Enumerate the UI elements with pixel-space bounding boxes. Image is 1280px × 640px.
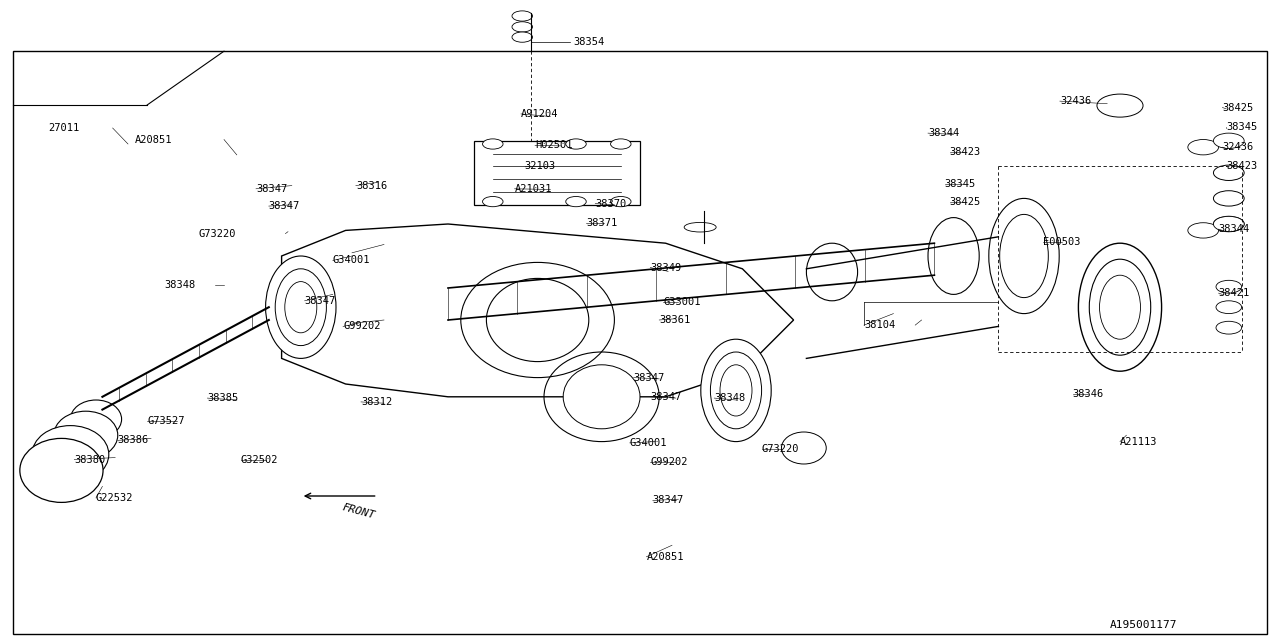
Circle shape [1213,191,1244,206]
Circle shape [1213,133,1244,148]
Text: G33001: G33001 [663,297,700,307]
Ellipse shape [1000,214,1048,298]
Circle shape [1097,94,1143,117]
Ellipse shape [710,352,762,429]
Text: G34001: G34001 [630,438,667,448]
Text: 38347: 38347 [653,495,684,506]
Text: A21113: A21113 [1120,436,1157,447]
Text: G99202: G99202 [343,321,380,332]
Ellipse shape [719,365,753,416]
Ellipse shape [781,432,827,464]
Text: 38423: 38423 [1226,161,1257,172]
Text: G73220: G73220 [198,228,236,239]
Text: 38347: 38347 [634,372,664,383]
Circle shape [1213,216,1244,232]
Circle shape [512,32,532,42]
Text: G34001: G34001 [333,255,370,266]
Text: 32436: 32436 [1222,142,1253,152]
Text: 38312: 38312 [361,397,392,407]
Text: 38354: 38354 [573,36,604,47]
Ellipse shape [685,223,717,232]
Circle shape [512,11,532,21]
Text: 38423: 38423 [950,147,980,157]
Text: E00503: E00503 [1043,237,1080,247]
Text: 38347: 38347 [269,201,300,211]
Text: H02501: H02501 [535,140,572,150]
Circle shape [512,22,532,32]
Text: 38349: 38349 [650,262,681,273]
Text: 32103: 32103 [525,161,556,172]
Circle shape [483,139,503,149]
Ellipse shape [563,365,640,429]
Text: 38386: 38386 [118,435,148,445]
Ellipse shape [701,339,771,442]
Text: A20851: A20851 [646,552,684,562]
Ellipse shape [806,243,858,301]
Text: 38421: 38421 [1219,288,1249,298]
Text: G32502: G32502 [241,454,278,465]
Ellipse shape [1100,275,1140,339]
Ellipse shape [19,438,102,502]
Text: FRONT: FRONT [340,502,376,521]
Polygon shape [282,224,794,397]
Circle shape [1188,223,1219,238]
Text: 38346: 38346 [1073,388,1103,399]
Text: 38371: 38371 [586,218,617,228]
Ellipse shape [70,400,122,438]
Text: 38385: 38385 [207,393,238,403]
Text: 38104: 38104 [864,320,895,330]
Ellipse shape [1079,243,1162,371]
Circle shape [1188,140,1219,155]
Text: 38316: 38316 [356,180,387,191]
Text: 38380: 38380 [74,454,105,465]
Text: A21031: A21031 [515,184,552,194]
Text: 27011: 27011 [49,123,79,133]
Ellipse shape [32,426,109,483]
Circle shape [1216,321,1242,334]
Circle shape [611,196,631,207]
Ellipse shape [486,278,589,362]
Circle shape [566,139,586,149]
Ellipse shape [54,412,118,460]
Circle shape [483,196,503,207]
Text: A20851: A20851 [134,134,172,145]
Text: 32436: 32436 [1060,96,1091,106]
Ellipse shape [266,256,335,358]
Ellipse shape [284,282,316,333]
Text: 38361: 38361 [659,315,690,325]
Text: 38425: 38425 [1222,102,1253,113]
Text: G99202: G99202 [650,457,687,467]
Ellipse shape [275,269,326,346]
Circle shape [611,139,631,149]
Text: A195001177: A195001177 [1110,620,1178,630]
Text: 38347: 38347 [650,392,681,402]
Text: 38347: 38347 [256,184,287,194]
Text: 38345: 38345 [945,179,975,189]
Circle shape [566,196,586,207]
Text: 38370: 38370 [595,198,626,209]
Text: 38347: 38347 [305,296,335,306]
Text: 38425: 38425 [950,197,980,207]
Ellipse shape [928,218,979,294]
Ellipse shape [988,198,1060,314]
Circle shape [1216,280,1242,293]
Text: 38344: 38344 [1219,224,1249,234]
Text: G73220: G73220 [762,444,799,454]
Text: G73527: G73527 [147,416,184,426]
Text: G22532: G22532 [96,493,133,503]
Polygon shape [474,141,640,205]
Text: 38348: 38348 [714,393,745,403]
Circle shape [1213,165,1244,180]
Ellipse shape [1089,259,1151,355]
Circle shape [1216,301,1242,314]
Circle shape [1213,216,1244,232]
Text: A91204: A91204 [521,109,558,119]
Text: 38344: 38344 [928,128,959,138]
Text: 38348: 38348 [164,280,195,290]
Text: 38345: 38345 [1226,122,1257,132]
